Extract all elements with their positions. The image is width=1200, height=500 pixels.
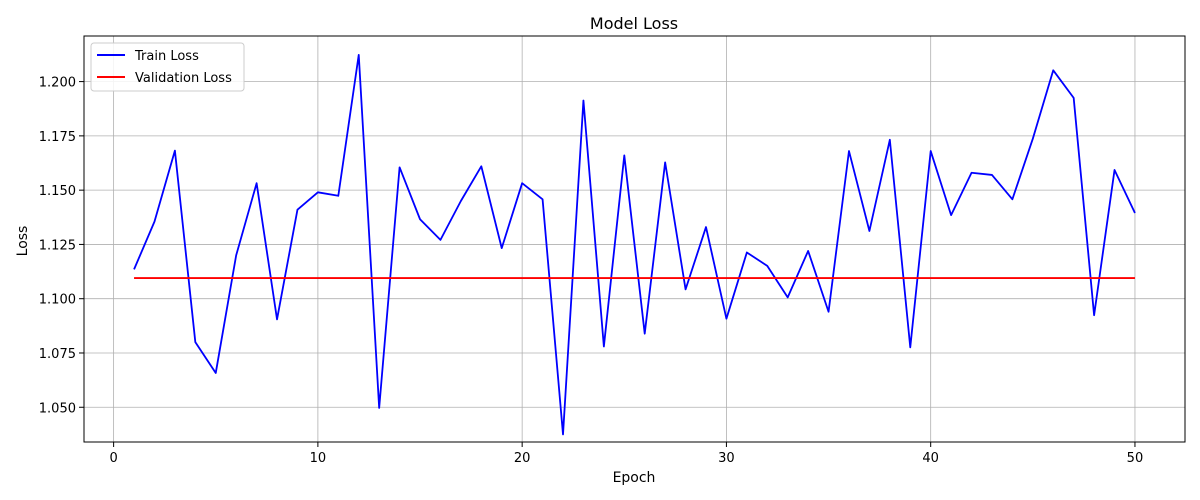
y-tick-label: 1.200 — [39, 76, 76, 91]
y-tick-label: 1.175 — [39, 130, 76, 145]
y-tick-label: 1.050 — [39, 401, 76, 416]
series-line-train-loss — [133, 53, 1136, 436]
legend-label-validation-loss: Validation Loss — [135, 71, 232, 86]
x-tick-label: 50 — [1127, 451, 1144, 466]
y-axis-ticks: 1.050 1.075 1.100 1.125 1.150 1.175 1.200 — [39, 76, 84, 416]
x-axis-ticks: 0 10 20 30 40 50 — [109, 442, 1143, 466]
x-tick-label: 30 — [718, 451, 735, 466]
y-axis-title: Loss — [15, 226, 31, 257]
series-lines — [133, 53, 1136, 436]
y-tick-label: 1.150 — [39, 184, 76, 199]
x-tick-label: 10 — [310, 451, 327, 466]
x-axis-title: Epoch — [613, 470, 656, 486]
x-tick-label: 40 — [922, 451, 939, 466]
legend: Train Loss Validation Loss — [90, 42, 245, 92]
chart-title: Model Loss — [590, 14, 678, 33]
y-tick-label: 1.075 — [39, 347, 76, 362]
y-tick-label: 1.125 — [39, 238, 76, 253]
y-tick-label: 1.100 — [39, 293, 76, 308]
legend-label-train-loss: Train Loss — [134, 49, 199, 64]
legend-box — [90, 42, 245, 92]
x-tick-label: 0 — [109, 451, 117, 466]
x-tick-label: 20 — [514, 451, 531, 466]
plot-area-frame — [83, 35, 1186, 443]
